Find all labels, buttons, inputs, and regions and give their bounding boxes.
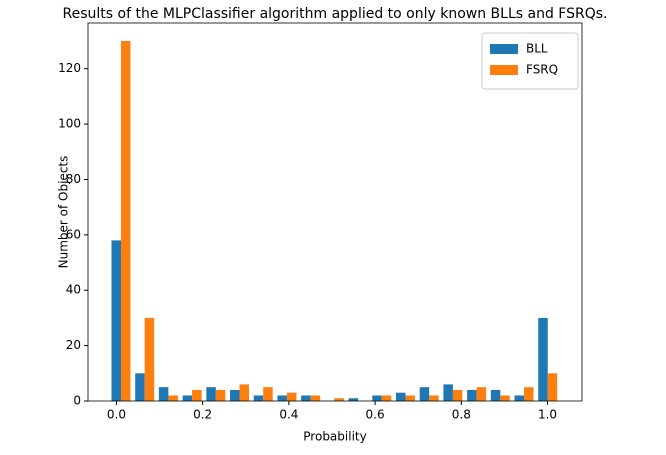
y-tick-label: 120 [58, 61, 81, 75]
x-axis-label: Probability [303, 430, 366, 444]
plot-frame [87, 22, 583, 402]
bar [395, 392, 406, 401]
x-tick-label: 0.2 [193, 408, 212, 422]
bar [286, 392, 297, 401]
bar [500, 395, 510, 401]
x-tick-label: 0.6 [366, 408, 385, 422]
bar [381, 395, 392, 401]
bar [182, 395, 193, 401]
y-tick-label: 60 [66, 227, 81, 241]
legend-label: BLL [526, 42, 548, 56]
bar [452, 389, 463, 401]
bar [301, 395, 311, 401]
y-tick-label: 100 [58, 117, 81, 131]
x-tick-label: 0.0 [107, 408, 126, 422]
bar [348, 398, 359, 401]
bar [405, 395, 415, 401]
bar [467, 389, 477, 401]
bar [192, 389, 202, 401]
bar [135, 373, 145, 401]
bar [419, 387, 430, 401]
chart-title: Results of the MLPClassifier algorithm a… [63, 6, 608, 22]
legend-swatch [490, 65, 518, 75]
bar [372, 395, 382, 401]
bar [277, 395, 287, 401]
bar [476, 387, 487, 401]
x-tick-label: 0.4 [279, 408, 298, 422]
bar [168, 395, 178, 401]
bar [514, 395, 525, 401]
legend-label: FSRQ [526, 63, 558, 77]
legend-swatch [490, 44, 518, 54]
bar [206, 387, 216, 401]
bar [253, 395, 264, 401]
y-tick-label: 80 [66, 172, 81, 186]
bar [111, 240, 121, 401]
bar [524, 387, 534, 401]
bar [538, 317, 548, 401]
bar [158, 387, 169, 401]
bar [443, 384, 453, 401]
bar [263, 387, 273, 401]
y-tick-label: 40 [66, 283, 81, 297]
y-tick-label: 20 [66, 338, 81, 352]
y-axis-label: Number of Objects [57, 156, 71, 269]
y-tick-label: 0 [73, 394, 81, 408]
bar [239, 384, 250, 401]
bar [310, 395, 321, 401]
bar [230, 389, 240, 401]
bar [120, 41, 131, 401]
bar [547, 373, 558, 401]
bar [429, 395, 439, 401]
x-tick-label: 0.8 [452, 408, 471, 422]
bar [215, 389, 226, 401]
bar [490, 389, 501, 401]
bar [334, 398, 344, 401]
bar [144, 317, 155, 401]
x-tick-label: 1.0 [538, 408, 557, 422]
